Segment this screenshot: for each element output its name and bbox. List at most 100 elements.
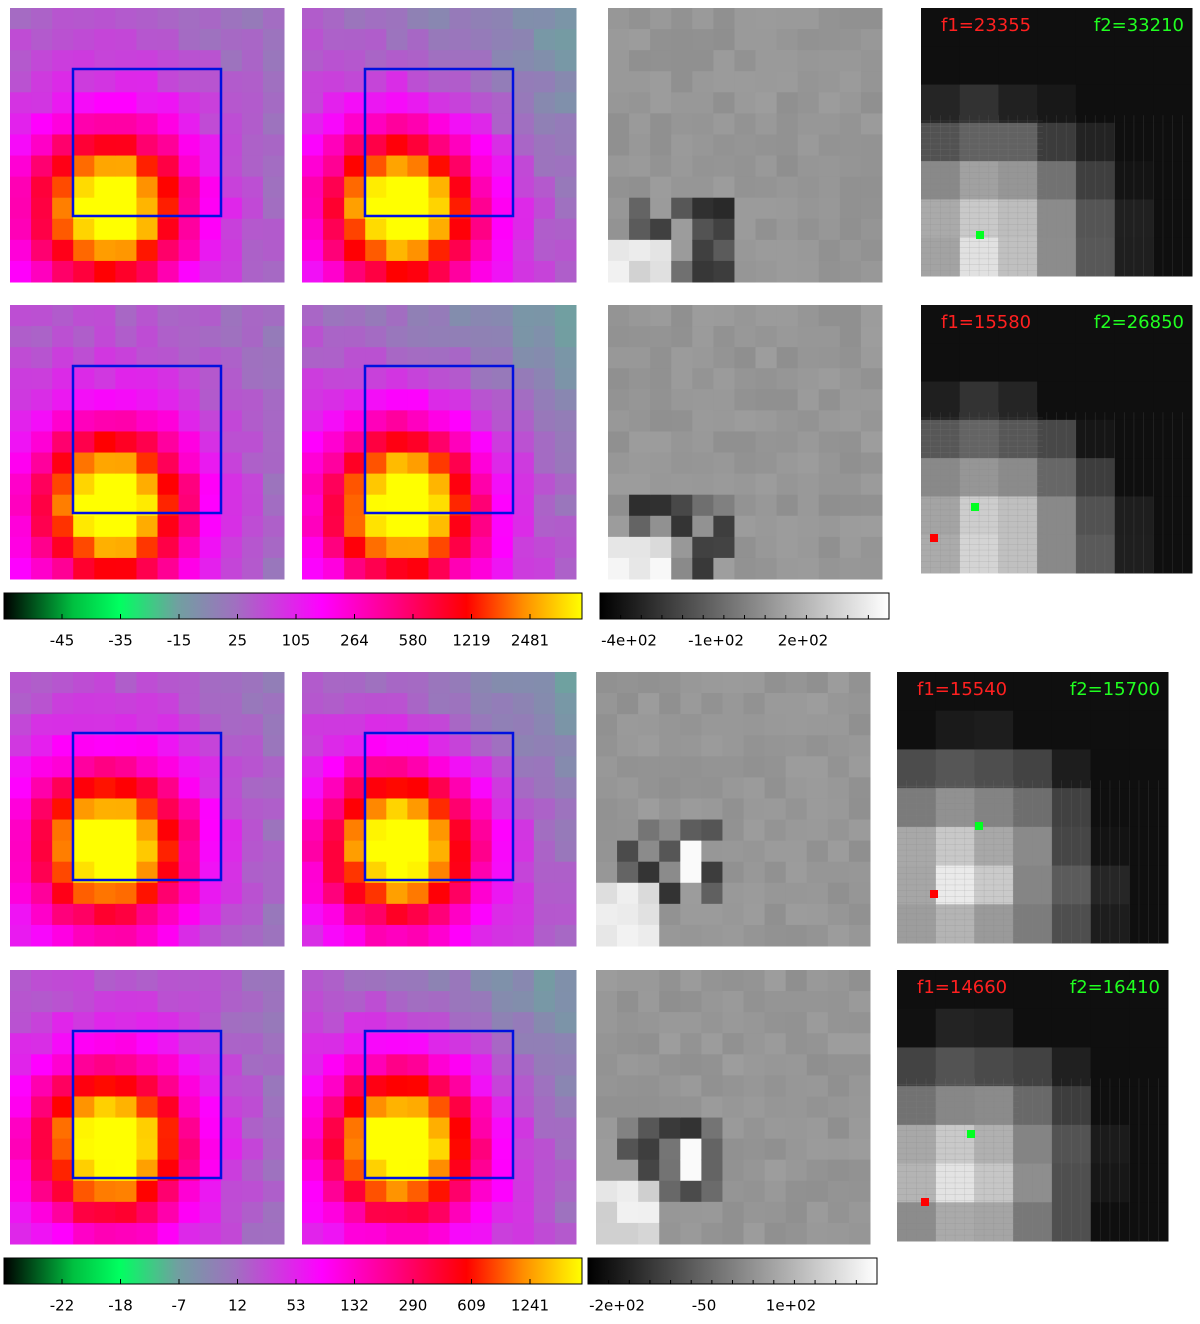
residual-pixel — [848, 1096, 871, 1119]
residual-pixel — [701, 756, 723, 778]
heat-pixel — [302, 903, 324, 926]
heat-pixel — [178, 1201, 201, 1224]
residual-pixel — [743, 1054, 766, 1076]
heat-pixel — [323, 1201, 345, 1224]
zoom-pixel — [1129, 865, 1169, 905]
heat-pixel — [386, 50, 408, 72]
heat-pixel — [199, 218, 222, 241]
heat-pixel — [533, 92, 556, 114]
f1-label: f1=15580 — [941, 312, 1031, 333]
heat-pixel — [241, 819, 264, 842]
heat-pixel — [365, 970, 387, 992]
zoom-pixel — [959, 46, 999, 86]
heat-pixel — [31, 672, 53, 694]
heat-pixel — [365, 8, 387, 30]
residual-pixel — [743, 819, 766, 842]
heat-pixel — [241, 515, 264, 538]
residual-pixel — [839, 326, 862, 348]
heat-pixel — [262, 473, 285, 496]
heat-pixel — [470, 924, 493, 947]
residual-pixel — [839, 347, 862, 369]
residual-pixel — [638, 1159, 660, 1182]
heat-pixel — [533, 903, 556, 926]
heat-pixel — [554, 1180, 577, 1203]
heat-pixel — [323, 155, 345, 178]
panel-row: f1=15580 f2=26850 — [10, 305, 1193, 580]
heat-pixel — [94, 970, 116, 992]
heat-pixel — [94, 113, 116, 135]
heat-pixel — [449, 197, 472, 220]
heat-pixel — [323, 735, 345, 757]
residual-pixel — [848, 903, 871, 926]
zoom-pixel — [1153, 496, 1193, 536]
heat-pixel — [554, 882, 577, 905]
residual-pixel — [659, 991, 681, 1013]
heat-pixel — [344, 494, 366, 517]
heat-pixel — [199, 1201, 222, 1224]
residual-pixel — [692, 410, 714, 432]
heat-pixel — [73, 326, 95, 348]
residual-pixel — [671, 389, 693, 411]
zoom-pixel — [1153, 381, 1193, 421]
heat-pixel — [199, 557, 222, 580]
heat-pixel — [491, 756, 514, 778]
heat-pixel — [157, 756, 180, 778]
residual-pixel — [692, 8, 714, 30]
heat-pixel — [31, 924, 53, 947]
heat-pixel — [428, 903, 451, 926]
residual-pixel — [764, 1096, 787, 1119]
heat-pixel — [178, 1096, 201, 1119]
heat-pixel — [157, 1201, 180, 1224]
heat-pixel — [365, 819, 387, 842]
heat-pixel — [554, 1096, 577, 1119]
heat-pixel — [262, 389, 285, 411]
heat-pixel — [470, 1033, 493, 1055]
heat-pixel — [428, 347, 451, 369]
heat-pixel — [470, 494, 493, 517]
heat-pixel — [365, 1117, 387, 1140]
residual-pixel — [650, 176, 672, 199]
heat-pixel — [491, 326, 514, 348]
heat-pixel — [136, 840, 159, 863]
residual-pixel — [650, 50, 672, 72]
heat-pixel — [52, 29, 74, 51]
heat-pixel — [52, 326, 74, 348]
heat-pixel — [220, 431, 243, 454]
residual-pixel — [827, 1033, 850, 1055]
heat-pixel — [136, 1033, 159, 1055]
heat-pixel — [220, 557, 243, 580]
zoom-pixel — [998, 237, 1038, 277]
heat-pixel — [241, 970, 264, 992]
heat-pixel — [115, 452, 137, 475]
residual-pixel — [839, 239, 862, 262]
heat-pixel — [52, 1033, 74, 1055]
residual-pixel — [608, 71, 630, 93]
residual-pixel — [680, 1138, 702, 1161]
residual-pixel — [617, 1054, 639, 1076]
heat-pixel — [533, 1033, 556, 1055]
heat-pixel — [533, 1201, 556, 1224]
heat-pixel — [449, 1075, 472, 1097]
heat-pixel — [10, 494, 32, 517]
panel-row: f1=15540 f2=15700 — [10, 672, 1169, 947]
heat-pixel — [10, 410, 32, 432]
residual-pixel — [776, 113, 799, 135]
residual-pixel — [785, 693, 808, 715]
heat-pixel — [199, 861, 222, 884]
heat-pixel — [407, 176, 429, 199]
heat-pixel — [323, 50, 345, 72]
residual-pixel — [617, 970, 639, 992]
heat-pixel — [136, 1075, 159, 1097]
residual-pixel — [848, 882, 871, 905]
heat-pixel — [52, 92, 74, 114]
heat-pixel — [386, 557, 408, 580]
heat-pixel — [449, 861, 472, 884]
heat-pixel — [302, 1012, 324, 1034]
residual-pixel — [764, 924, 787, 947]
residual-pixel — [776, 197, 799, 220]
heat-pixel — [157, 239, 180, 262]
residual-pixel — [659, 672, 681, 694]
residual-pixel — [806, 819, 829, 842]
heat-pixel — [115, 431, 137, 454]
heat-pixel — [241, 924, 264, 947]
